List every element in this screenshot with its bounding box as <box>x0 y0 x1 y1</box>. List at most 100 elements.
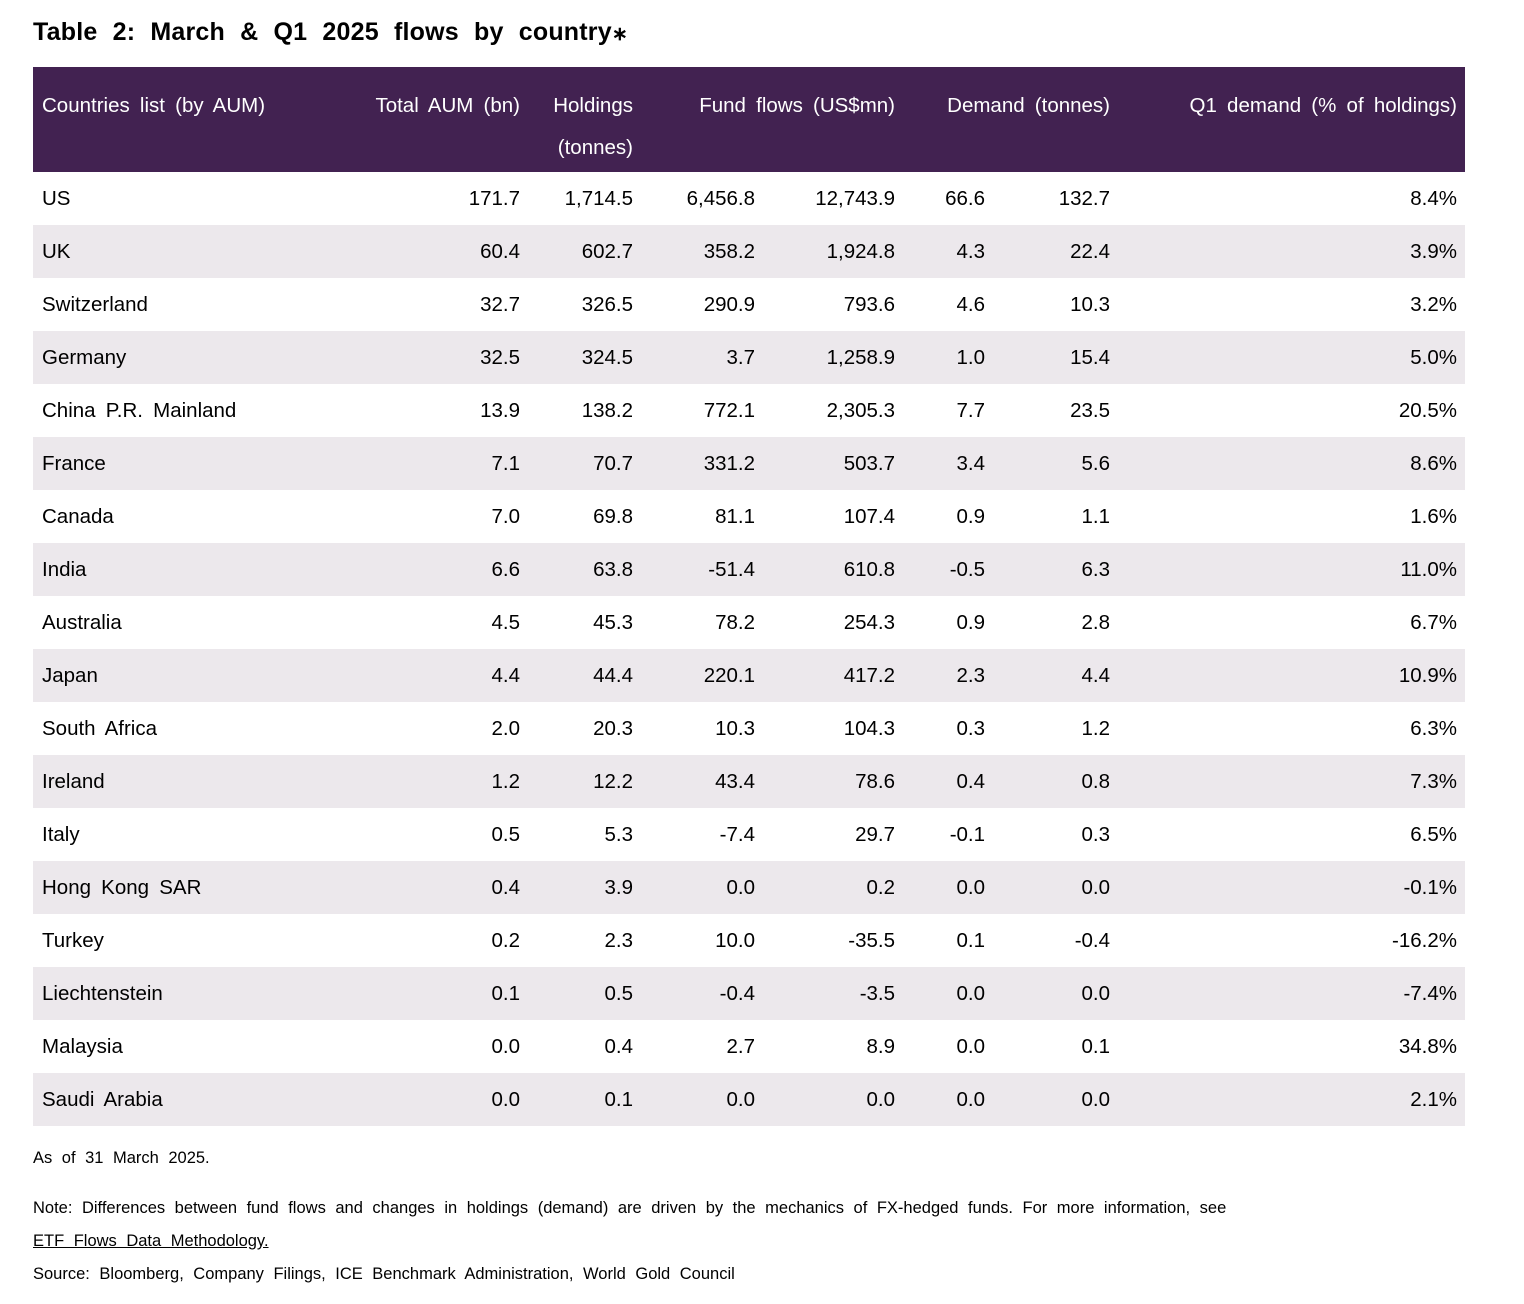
col-header-demand: Demand (tonnes) <box>895 67 1111 172</box>
demand-q1-cell: 0.0 <box>1081 981 1111 1005</box>
flows-q1-cell: 29.7 <box>855 822 896 846</box>
flows-table: Countries list (by AUM) Total AUM (bn) H… <box>33 67 1466 1126</box>
flows-march-cell: 2.7 <box>726 1034 756 1058</box>
holdings-cell: 324.5 <box>581 345 633 369</box>
col-header-holdings-line2: (tonnes) <box>557 136 633 159</box>
q1-demand-pct-cell: 2.1% <box>1410 1087 1458 1111</box>
table-header: Countries list (by AUM) Total AUM (bn) H… <box>33 67 1466 172</box>
q1-demand-pct-cell: 10.9% <box>1398 663 1458 687</box>
table-row: Saudi Arabia 0.0 0.1 0.0 0.0 0.0 0.0 2.1% <box>33 1073 1466 1126</box>
holdings-cell: 326.5 <box>581 292 633 316</box>
flows-q1-cell: 610.8 <box>843 557 896 581</box>
holdings-cell: 3.9 <box>604 875 634 899</box>
header-row: Countries list (by AUM) Total AUM (bn) H… <box>33 67 1466 172</box>
total-aum-cell: 1.2 <box>491 769 521 793</box>
flows-q1-cell: 107.4 <box>843 504 896 528</box>
table-row: France 7.1 70.7 331.2 503.7 3.4 5.6 8.6% <box>33 437 1466 490</box>
country-cell: France <box>42 451 106 475</box>
demand-q1-cell: 23.5 <box>1070 398 1111 422</box>
col-header-countries-list: Countries list (by AUM) <box>33 67 363 172</box>
country-cell: Switzerland <box>42 292 148 316</box>
flows-march-cell: 772.1 <box>703 398 755 422</box>
flows-q1-cell: 254.3 <box>843 610 896 634</box>
flows-march-cell: 3.7 <box>726 345 756 369</box>
demand-march-cell: -0.1 <box>949 822 986 846</box>
flows-march-cell: 10.0 <box>715 928 755 952</box>
total-aum-cell: 13.9 <box>480 398 520 422</box>
country-cell: South Africa <box>42 716 158 740</box>
footnote-link-line: ETF Flows Data Methodology. <box>33 1225 1413 1258</box>
table-row: Australia 4.5 45.3 78.2 254.3 0.9 2.8 6.7% <box>33 596 1465 649</box>
flows-q1-cell: 417.2 <box>843 663 896 687</box>
total-aum-cell: 7.1 <box>491 451 521 475</box>
demand-q1-cell: 15.4 <box>1070 345 1111 369</box>
flows-q1-cell: 0.0 <box>866 1087 896 1111</box>
q1-demand-pct-cell: 20.5% <box>1398 398 1458 422</box>
flows-q1-cell: 503.7 <box>843 451 896 475</box>
total-aum-cell: 0.0 <box>491 1087 521 1111</box>
source-line: Source: Bloomberg, Company Filings, ICE … <box>33 1265 735 1283</box>
country-cell: Liechtenstein <box>42 981 163 1005</box>
country-cell: Canada <box>42 504 114 528</box>
demand-q1-cell: 1.1 <box>1081 504 1111 528</box>
table-row: Ireland 1.2 12.2 43.4 78.6 0.4 0.8 7.3% <box>33 755 1466 808</box>
col-header-holdings-line1: Holdings <box>553 94 633 117</box>
flows-march-cell: 0.0 <box>726 1087 756 1111</box>
demand-march-cell: -0.5 <box>949 557 986 581</box>
q1-demand-pct-cell: 3.2% <box>1410 292 1458 316</box>
total-aum-cell: 2.0 <box>491 716 521 740</box>
flows-march-cell: 78.2 <box>715 610 755 634</box>
holdings-cell: 1,714.5 <box>564 186 633 210</box>
flows-march-cell: -0.4 <box>719 981 755 1005</box>
table-body: US 171.7 1,714.5 6,456.8 12,743.9 66.6 132.7 8.… <box>33 172 1466 1126</box>
holdings-cell: 20.3 <box>593 716 633 740</box>
demand-march-cell: 0.9 <box>956 504 986 528</box>
table-row: Turkey 0.2 2.3 10.0 -35.5 0.1 -0.4 -16.2% <box>33 914 1465 967</box>
demand-q1-cell: 0.0 <box>1081 875 1111 899</box>
table-row: Liechtenstein 0.1 0.5 -0.4 -3.5 0.0 0.0 -7.4% <box>33 967 1466 1020</box>
q1-demand-pct-cell: -7.4% <box>1403 981 1458 1005</box>
flows-q1-cell: 1,258.9 <box>826 345 896 369</box>
demand-q1-cell: 132.7 <box>1058 186 1111 210</box>
table-row: US 171.7 1,714.5 6,456.8 12,743.9 66.6 132.7 8.… <box>33 172 1465 225</box>
holdings-cell: 45.3 <box>593 610 633 634</box>
holdings-cell: 138.2 <box>581 398 633 422</box>
demand-q1-cell: 1.2 <box>1081 716 1111 740</box>
q1-demand-pct-cell: 1.6% <box>1410 504 1458 528</box>
country-cell: Germany <box>42 345 127 369</box>
total-aum-cell: 0.0 <box>491 1034 521 1058</box>
etf-flows-methodology-link[interactable]: ETF Flows Data Methodology. <box>33 1232 269 1250</box>
holdings-cell: 602.7 <box>581 239 633 263</box>
q1-demand-pct-cell: 6.5% <box>1410 822 1458 846</box>
demand-q1-cell: 2.8 <box>1081 610 1111 634</box>
demand-march-cell: 0.3 <box>956 716 986 740</box>
table-row: Germany 32.5 324.5 3.7 1,258.9 1.0 15.4 5.0% <box>33 331 1466 384</box>
demand-march-cell: 0.9 <box>956 610 986 634</box>
total-aum-cell: 0.4 <box>491 875 521 899</box>
as-of-date: As of 31 March 2025. <box>33 1149 210 1167</box>
demand-q1-cell: 4.4 <box>1081 663 1111 687</box>
q1-demand-pct-cell: -16.2% <box>1392 928 1458 952</box>
demand-march-cell: 4.3 <box>956 239 986 263</box>
country-cell: India <box>42 557 87 581</box>
total-aum-cell: 0.1 <box>491 981 521 1005</box>
q1-demand-pct-cell: 5.0% <box>1410 345 1458 369</box>
flows-march-cell: 43.4 <box>715 769 755 793</box>
q1-demand-pct-cell: 8.4% <box>1410 186 1458 210</box>
total-aum-cell: 0.5 <box>491 822 521 846</box>
table-row: Japan 4.4 44.4 220.1 417.2 2.3 4.4 10.9% <box>33 649 1466 702</box>
demand-march-cell: 0.0 <box>956 981 986 1005</box>
demand-q1-cell: 22.4 <box>1070 239 1111 263</box>
demand-march-cell: 3.4 <box>956 451 986 475</box>
total-aum-cell: 6.6 <box>491 557 521 581</box>
country-cell: Turkey <box>42 928 104 952</box>
flows-q1-cell: 793.6 <box>843 292 896 316</box>
flows-march-cell: 81.1 <box>715 504 755 528</box>
total-aum-cell: 171.7 <box>468 186 520 210</box>
flows-march-cell: 290.9 <box>703 292 755 316</box>
flows-q1-cell: 78.6 <box>855 769 896 793</box>
flows-q1-cell: 104.3 <box>843 716 896 740</box>
demand-march-cell: 0.4 <box>956 769 986 793</box>
demand-q1-cell: 0.0 <box>1081 1087 1111 1111</box>
